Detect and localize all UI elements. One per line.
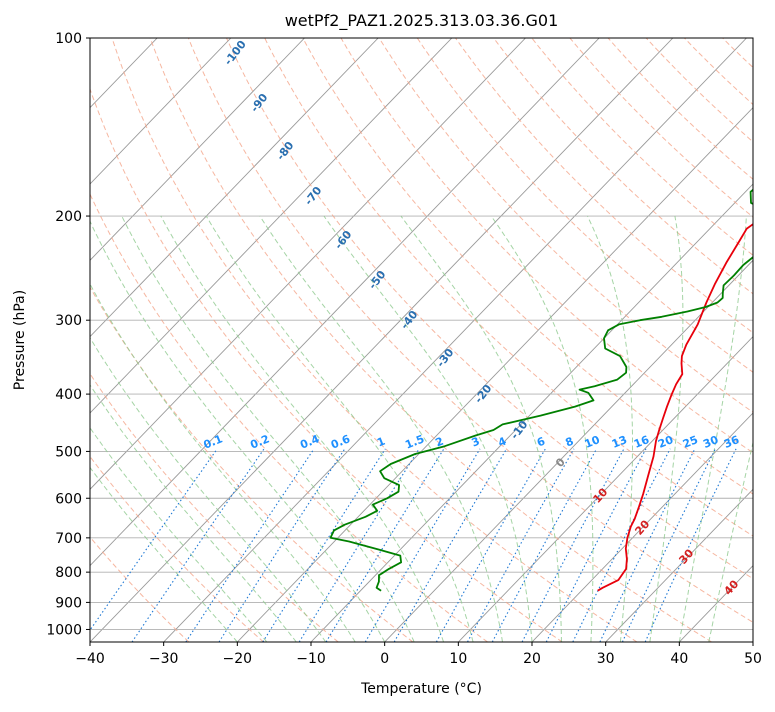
x-tick-label: −40 (75, 651, 105, 667)
y-axis-label: Pressure (hPa) (12, 290, 28, 390)
x-tick-label: 20 (523, 651, 541, 667)
y-tick-label: 700 (55, 531, 82, 547)
y-tick-label: 500 (55, 444, 82, 460)
x-tick-label: −20 (223, 651, 253, 667)
y-tick-label: 900 (55, 595, 82, 611)
x-tick-label: 10 (449, 651, 467, 667)
y-tick-label: 1000 (46, 622, 82, 638)
y-tick-label: 100 (55, 31, 82, 47)
x-tick-label: −10 (296, 651, 326, 667)
x-tick-label: 50 (744, 651, 762, 667)
x-tick-label: −30 (149, 651, 179, 667)
x-axis-label: Temperature (°C) (360, 681, 482, 697)
y-tick-label: 800 (55, 565, 82, 581)
x-tick-label: 0 (380, 651, 389, 667)
y-tick-label: 300 (55, 313, 82, 329)
y-tick-label: 400 (55, 387, 82, 403)
x-tick-label: 40 (670, 651, 688, 667)
x-tick-label: 30 (597, 651, 615, 667)
y-tick-label: 600 (55, 491, 82, 507)
chart-title: wetPf2_PAZ1.2025.313.03.36.G01 (285, 11, 559, 31)
y-tick-label: 200 (55, 209, 82, 225)
